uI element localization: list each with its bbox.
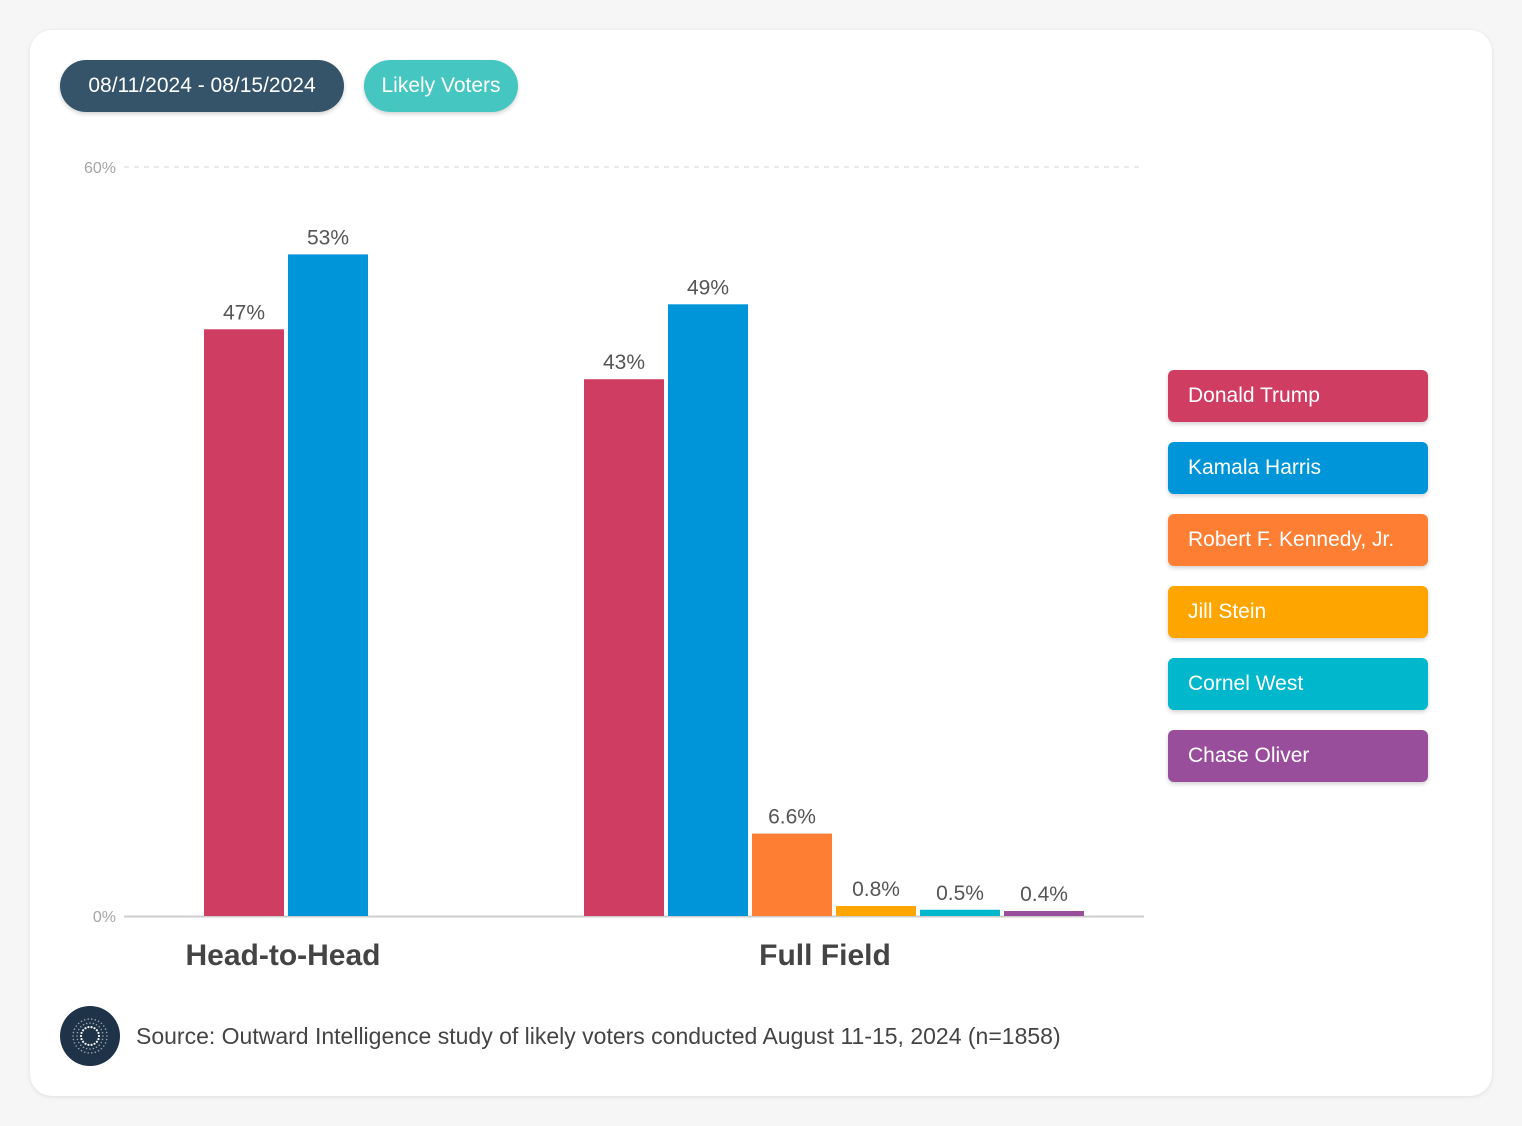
bar	[836, 906, 916, 916]
bar	[204, 329, 284, 916]
legend-item[interactable]: Donald Trump	[1168, 370, 1428, 422]
source-note: Source: Outward Intelligence study of li…	[136, 1023, 1061, 1049]
category-label: Head-to-Head	[185, 939, 380, 972]
bar-value-label: 6.6%	[768, 806, 816, 829]
bar-value-label: 0.4%	[1020, 883, 1068, 906]
y-tick-label: 60%	[84, 160, 116, 177]
chart-card: 08/11/2024 - 08/15/2024 Likely Voters 0%…	[30, 30, 1492, 1096]
likely-voters-filter-button[interactable]: Likely Voters	[364, 60, 518, 112]
bar-value-label: 0.5%	[936, 882, 984, 905]
bar	[1004, 911, 1084, 916]
legend-item[interactable]: Cornel West	[1168, 658, 1428, 710]
bar-value-label: 49%	[687, 276, 729, 299]
legend-item[interactable]: Kamala Harris	[1168, 442, 1428, 494]
bar-value-label: 47%	[223, 301, 265, 324]
bar	[584, 379, 664, 916]
category-label: Full Field	[759, 939, 891, 972]
y-tick-label: 0%	[93, 909, 116, 926]
bar-value-label: 43%	[603, 351, 645, 374]
bar	[288, 254, 368, 917]
legend: Donald Trump Kamala Harris Robert F. Kenne…	[1168, 370, 1428, 802]
legend-item[interactable]: Robert F. Kennedy, Jr.	[1168, 514, 1428, 566]
bar	[920, 909, 1000, 916]
date-range-filter-button[interactable]: 08/11/2024 - 08/15/2024	[60, 60, 344, 112]
bar	[752, 833, 832, 916]
legend-item[interactable]: Jill Stein	[1168, 586, 1428, 638]
bar-chart: 0% 60% 47% 53% 43% 49% 6.6% 0.8% 0.5% 0.4% Head-to…	[84, 160, 1144, 972]
outward-intelligence-logo-icon	[60, 1006, 120, 1066]
legend-item[interactable]: Chase Oliver	[1168, 730, 1428, 782]
bar-value-label: 0.8%	[852, 878, 900, 901]
bar-value-label: 53%	[307, 226, 349, 249]
bar	[668, 304, 748, 917]
